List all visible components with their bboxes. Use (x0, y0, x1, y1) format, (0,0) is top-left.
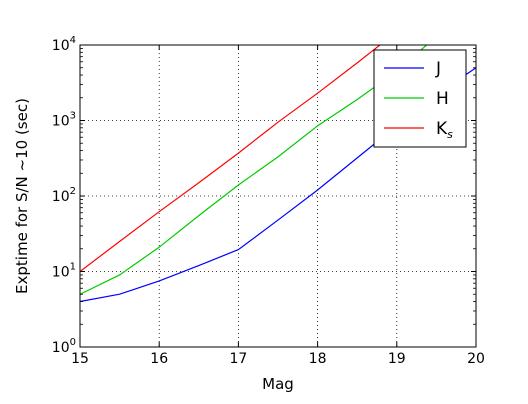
y-tick-label: 103 (52, 111, 76, 130)
x-tick-label: 18 (309, 351, 327, 367)
legend-label-h: H (436, 89, 449, 109)
y-tick-label: 100 (52, 337, 76, 356)
ticks-layer: 15 16 17 18 19 20 100 101 102 103 104 (52, 35, 485, 367)
x-tick-label: 15 (71, 351, 89, 367)
y-tick-label: 102 (52, 186, 76, 205)
series-line-k (80, 45, 381, 272)
legend-label-k: Ks (436, 119, 453, 141)
y-tick-label: 104 (52, 35, 76, 54)
x-tick-label: 17 (229, 351, 247, 367)
x-axis-label: Mag (262, 375, 294, 393)
x-tick-label: 19 (388, 351, 406, 367)
legend-label-j: J (435, 59, 441, 79)
x-tick-label: 16 (150, 351, 168, 367)
y-axis-label: Exptime for S/N ~10 (sec) (13, 98, 31, 294)
legend: JH Ks (373, 49, 467, 148)
x-tick-label: 20 (467, 351, 485, 367)
y-tick-label: 101 (52, 262, 76, 281)
